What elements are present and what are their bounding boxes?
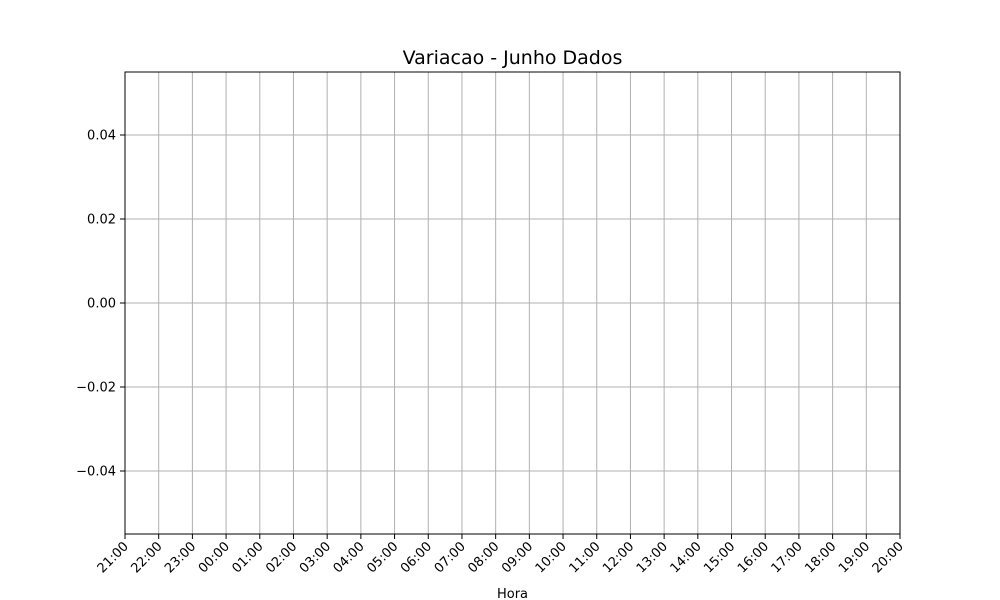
y-tick-label: −0.04 bbox=[76, 465, 116, 480]
x-axis-label: Hora bbox=[497, 587, 528, 600]
y-gridlines bbox=[125, 134, 900, 472]
y-tick-label: 0.04 bbox=[87, 129, 116, 144]
y-tick-label: 0.00 bbox=[87, 297, 116, 312]
y-axis-ticks: −0.04 −0.02 0.00 0.02 0.04 bbox=[76, 129, 125, 480]
chart-title: Variacao - Junho Dados bbox=[403, 47, 623, 69]
y-tick-label: −0.02 bbox=[76, 381, 116, 396]
y-tick-label: 0.02 bbox=[87, 213, 116, 228]
